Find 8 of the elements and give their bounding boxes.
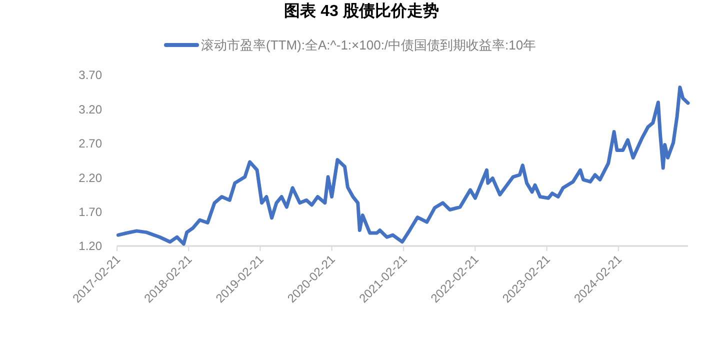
- y-tick-label: 2.20: [78, 170, 102, 185]
- y-tick-label: 1.20: [78, 239, 102, 254]
- legend-label: 滚动市盈率(TTM):全A:^-1:×100:/中债国债到期收益率:10年: [201, 38, 536, 53]
- y-tick-label: 1.70: [78, 205, 102, 219]
- y-tick-label: 3.20: [78, 102, 102, 116]
- y-tick-label: 3.70: [78, 68, 102, 82]
- y-tick-label: 2.70: [78, 136, 102, 151]
- chart-title: 图表 43 股债比价走势: [284, 2, 439, 20]
